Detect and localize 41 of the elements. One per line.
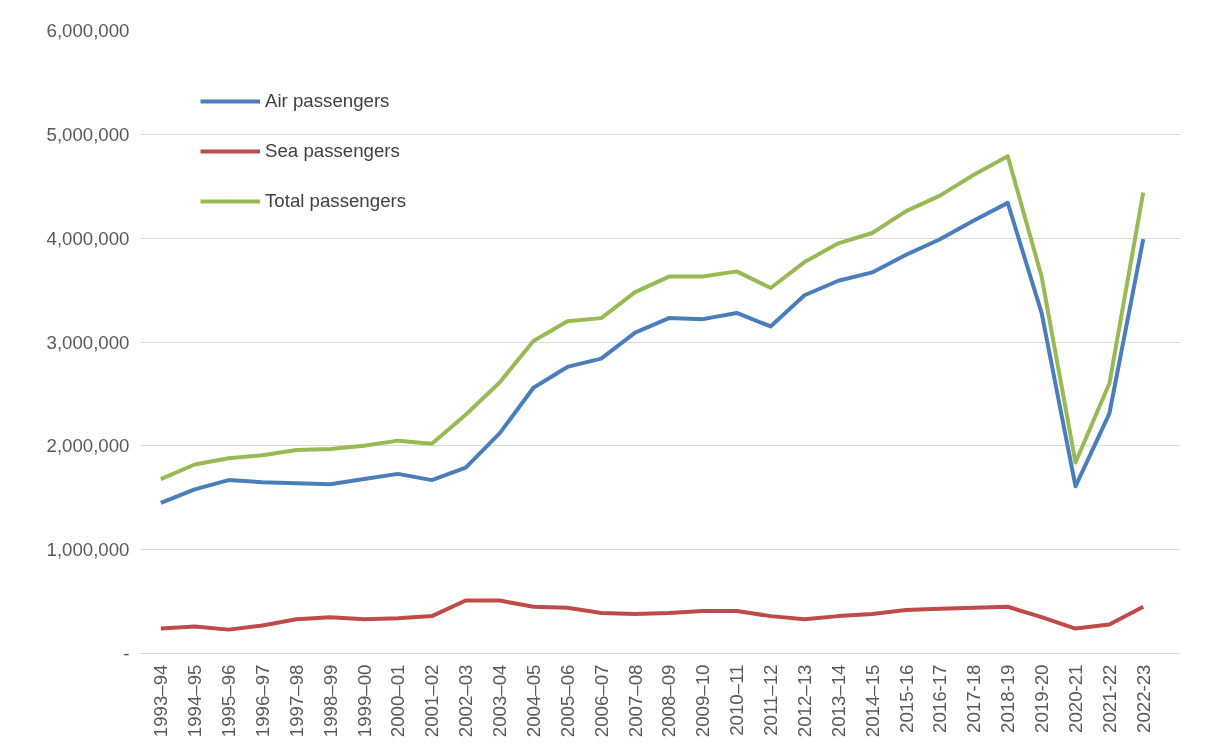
x-tick-label: 2016-17	[929, 664, 951, 733]
x-tick-label: 2008–09	[658, 664, 680, 738]
x-tick-label: 2020-21	[1064, 664, 1086, 733]
x-tick-label: 2001–02	[421, 664, 443, 738]
x-tick-label: 1995–96	[218, 664, 240, 738]
x-tick-label: 2013–14	[827, 664, 849, 738]
y-tick-label: 4,000,000	[46, 227, 130, 249]
x-tick-label: 2004–05	[522, 664, 544, 738]
x-tick-label: 2005–06	[556, 664, 578, 738]
x-tick-label: 2007–08	[624, 664, 646, 738]
x-tick-label: 1997–98	[285, 664, 307, 738]
x-tick-label: 1996–97	[251, 664, 273, 738]
y-tick-label: 2,000,000	[46, 435, 130, 457]
x-tick-label: 2021-22	[1098, 664, 1120, 733]
y-tick-label: -	[123, 643, 130, 664]
line-series	[158, 598, 1146, 632]
x-tick-label: 2018-19	[997, 664, 1019, 733]
x-tick-label: 2002–03	[455, 664, 477, 738]
legend-label: Air passengers	[265, 90, 390, 112]
x-tick-label: 2003–04	[489, 664, 511, 738]
x-tick-label: 2014–15	[861, 664, 883, 738]
x-tick-label: 2011–12	[760, 664, 782, 736]
legend-label: Total passengers	[265, 190, 407, 212]
x-tick-label: 1994–95	[184, 664, 206, 738]
x-tick-label: 2019-20	[1031, 664, 1053, 733]
x-tick-label: 2022-23	[1132, 664, 1154, 733]
x-tick-label: 2017-18	[963, 664, 985, 733]
y-tick-label: 5,000,000	[46, 123, 130, 145]
y-tick-label: 3,000,000	[46, 331, 130, 353]
x-tick-label: 2012–13	[793, 664, 815, 738]
legend-label: Sea passengers	[265, 140, 400, 162]
x-tick-label: 1998–99	[319, 664, 341, 738]
y-tick-label: 6,000,000	[46, 20, 130, 41]
x-tick-label: 1993–94	[150, 664, 172, 738]
y-tick-label: 1,000,000	[46, 539, 130, 561]
x-tick-label: 2006–07	[590, 664, 612, 738]
x-tick-label: 2015-16	[895, 664, 917, 733]
x-tick-label: 2009–10	[692, 664, 714, 738]
x-tick-label: 2010–11	[726, 664, 748, 736]
x-tick-label: 1999–00	[353, 664, 375, 738]
x-tick-label: 2000–01	[387, 664, 409, 738]
